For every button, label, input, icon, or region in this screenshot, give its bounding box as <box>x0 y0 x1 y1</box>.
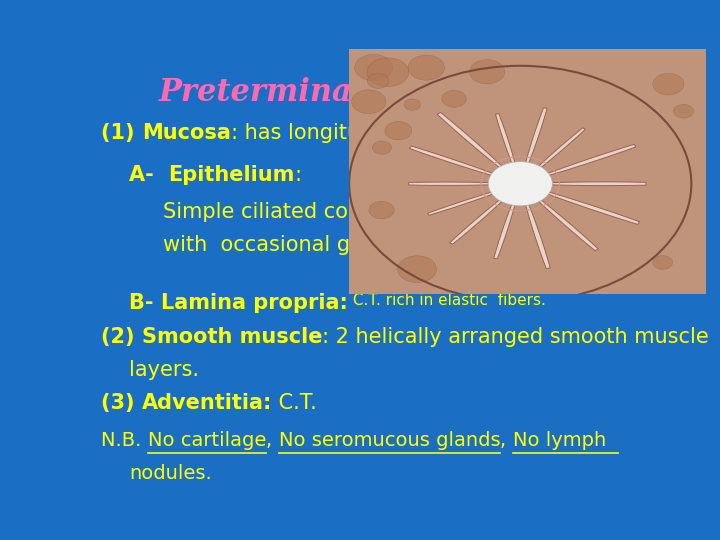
Polygon shape <box>545 182 646 186</box>
Text: No lymph: No lymph <box>513 431 618 450</box>
Circle shape <box>442 90 467 107</box>
Text: No seromucous glands: No seromucous glands <box>279 431 500 450</box>
Text: Smooth muscle: Smooth muscle <box>142 327 323 347</box>
Circle shape <box>385 122 412 140</box>
Polygon shape <box>409 182 495 185</box>
Polygon shape <box>494 200 516 259</box>
Text: N.B.: N.B. <box>101 431 148 450</box>
Circle shape <box>369 201 394 219</box>
Circle shape <box>653 255 672 269</box>
Polygon shape <box>542 190 639 225</box>
Text: Adventitia:: Adventitia: <box>142 393 272 413</box>
Text: (2): (2) <box>101 327 142 347</box>
Circle shape <box>367 58 409 86</box>
Text: Preterminal Bronchioles: Preterminal Bronchioles <box>158 77 580 109</box>
Polygon shape <box>524 200 550 268</box>
Circle shape <box>367 73 389 89</box>
Polygon shape <box>495 113 516 167</box>
Polygon shape <box>410 146 498 177</box>
Circle shape <box>351 90 386 113</box>
Text: : has longitudinal folds:: : has longitudinal folds: <box>231 123 474 143</box>
Text: layers.: layers. <box>129 360 199 380</box>
Circle shape <box>372 141 392 154</box>
Polygon shape <box>437 112 506 171</box>
Polygon shape <box>524 108 547 167</box>
Text: B-: B- <box>129 294 161 314</box>
Circle shape <box>469 60 505 84</box>
Text: ,: , <box>500 431 513 450</box>
Polygon shape <box>428 190 498 215</box>
Text: ,: , <box>266 431 279 450</box>
Text: :: : <box>294 165 302 185</box>
Text: C.T.: C.T. <box>272 393 317 413</box>
Text: Mucosa: Mucosa <box>142 123 231 143</box>
Text: No cartilage: No cartilage <box>148 431 266 450</box>
Text: C.T. rich in elastic  fibers.: C.T. rich in elastic fibers. <box>348 294 546 308</box>
Circle shape <box>355 55 392 80</box>
Circle shape <box>397 256 436 282</box>
Polygon shape <box>535 128 585 171</box>
Text: Lamina propria:: Lamina propria: <box>161 294 348 314</box>
Text: (3): (3) <box>101 393 142 413</box>
Circle shape <box>408 55 444 80</box>
Text: : 2 helically arranged smooth muscle: : 2 helically arranged smooth muscle <box>323 327 709 347</box>
Polygon shape <box>535 197 598 251</box>
Text: with  occasional goblet cells.: with occasional goblet cells. <box>163 235 463 255</box>
Text: A-: A- <box>129 165 168 185</box>
Text: Epithelium: Epithelium <box>168 165 294 185</box>
Circle shape <box>404 99 420 110</box>
Circle shape <box>488 161 552 206</box>
Text: (1): (1) <box>101 123 142 143</box>
Polygon shape <box>450 197 506 244</box>
Text: nodules.: nodules. <box>129 464 212 483</box>
Polygon shape <box>542 144 636 177</box>
Circle shape <box>653 73 684 95</box>
Text: Simple ciliated columnar epith.: Simple ciliated columnar epith. <box>163 202 487 222</box>
Circle shape <box>674 104 693 118</box>
